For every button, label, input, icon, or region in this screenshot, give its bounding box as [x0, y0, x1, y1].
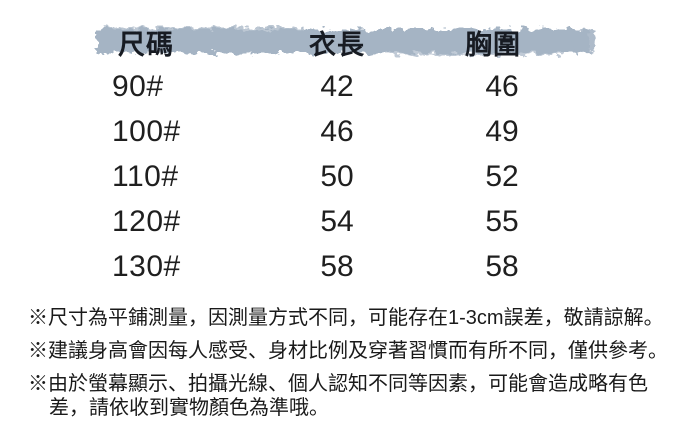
size-cell: 120# — [112, 204, 181, 238]
chest-cell: 55 — [485, 204, 519, 238]
note-color-disclaimer: ※由於螢幕顯示、拍攝光線、個人認知不同等因素，可能會造成略有色 差，請依收到實物… — [28, 372, 676, 420]
chest-cell: 52 — [485, 159, 519, 193]
note-line: ※尺寸為平鋪測量，因測量方式不同，可能存在1-3cm誤差，敬請諒解。 — [28, 307, 664, 329]
size-chart-header: 尺碼 衣長 胸圍 — [112, 23, 559, 60]
chest-cell: 58 — [485, 249, 519, 283]
length-cell: 46 — [320, 114, 354, 148]
column-header-chest: 胸圍 — [465, 30, 521, 60]
note-line: ※建議身高會因每人感受、身材比例及穿著習慣而有所不同，僅供參考。 — [28, 340, 668, 362]
note-line: ※由於螢幕顯示、拍攝光線、個人認知不同等因素，可能會造成略有色 — [28, 373, 648, 395]
size-cell: 110# — [112, 159, 179, 193]
disclaimer-notes: ※尺寸為平鋪測量，因測量方式不同，可能存在1-3cm誤差，敬請諒解。 ※建議身高… — [28, 306, 676, 429]
table-row: 120# 54 55 — [112, 199, 577, 244]
size-cell: 90# — [112, 69, 164, 103]
table-row: 130# 58 58 — [112, 244, 577, 289]
note-measurement-disclaimer: ※尺寸為平鋪測量，因測量方式不同，可能存在1-3cm誤差，敬請諒解。 — [28, 306, 676, 330]
chest-cell: 46 — [485, 69, 519, 103]
length-cell: 42 — [320, 69, 354, 103]
length-cell: 50 — [320, 159, 354, 193]
chest-cell: 49 — [485, 114, 519, 148]
column-header-length: 衣長 — [309, 30, 365, 60]
table-row: 90# 42 46 — [112, 64, 577, 109]
note-fit-disclaimer: ※建議身高會因每人感受、身材比例及穿著習慣而有所不同，僅供參考。 — [28, 339, 676, 363]
size-cell: 130# — [112, 249, 181, 283]
table-row: 100# 46 49 — [112, 109, 577, 154]
column-header-size: 尺碼 — [118, 30, 174, 60]
note-line: 差，請依收到實物顏色為準哦。 — [49, 397, 329, 419]
length-cell: 54 — [320, 204, 354, 238]
size-cell: 100# — [112, 114, 181, 148]
length-cell: 58 — [320, 249, 354, 283]
size-chart-body: 90# 42 46 100# 46 49 110# 50 52 120# 54 … — [112, 64, 577, 289]
table-row: 110# 50 52 — [112, 154, 577, 199]
